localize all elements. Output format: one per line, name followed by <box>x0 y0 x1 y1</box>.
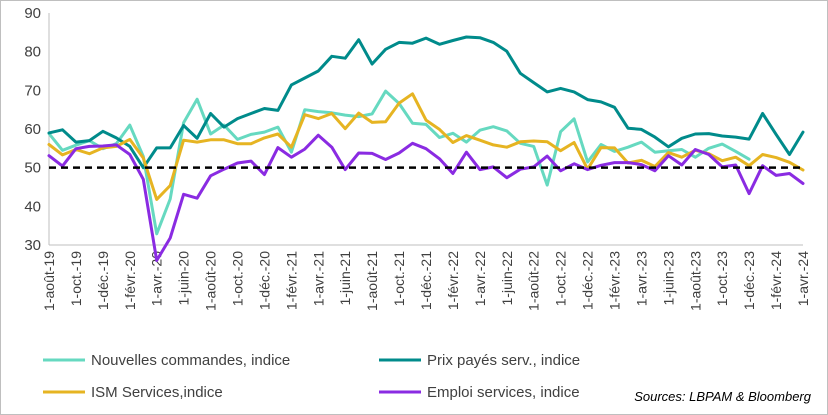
series-line-1 <box>47 35 805 170</box>
x-tick-label: 1-déc.-23 <box>741 251 757 310</box>
y-tick-label: 40 <box>24 198 41 215</box>
source-note: Sources: LBPAM & Bloomberg <box>634 389 812 404</box>
x-tick-label: 1-juin-23 <box>660 251 676 306</box>
y-tick-label: 90 <box>24 5 41 22</box>
series-line-3 <box>47 133 805 262</box>
x-tick-label: 1-févr.-22 <box>445 251 461 310</box>
x-tick-label: 1-avr.-24 <box>795 251 811 306</box>
x-tick-label: 1-févr.-21 <box>283 251 299 310</box>
x-tick-label: 1-avr.-21 <box>310 251 326 306</box>
x-tick-label: 1-août-19 <box>41 251 57 311</box>
legend-label-2: ISM Services,indice <box>91 384 223 401</box>
legend-label-3: Emploi services, indice <box>427 384 580 401</box>
x-tick-label: 1-avr.-20 <box>149 251 165 306</box>
y-tick-label: 80 <box>24 44 41 61</box>
x-tick-label: 1-août-20 <box>203 251 219 311</box>
x-tick-label: 1-oct.-21 <box>391 251 407 306</box>
x-tick-label: 1-févr.-20 <box>122 251 138 310</box>
x-tick-label: 1-août-23 <box>687 251 703 311</box>
x-tick-label: 1-déc.-20 <box>256 251 272 310</box>
x-tick-label: 1-déc.-21 <box>418 251 434 310</box>
x-tick-label: 1-févr.-24 <box>768 251 784 310</box>
legend-label-1: Prix payés serv., indice <box>427 352 580 369</box>
x-tick-label: 1-juin-20 <box>176 251 192 306</box>
x-tick-label: 1-déc.-19 <box>95 251 111 310</box>
legend-label-0: Nouvelles commandes, indice <box>91 352 290 369</box>
x-tick-label: 1-déc.-22 <box>580 251 596 310</box>
y-tick-label: 60 <box>24 121 41 138</box>
x-tick-label: 1-oct.-23 <box>714 251 730 306</box>
x-tick-label: 1-juin-21 <box>337 251 353 306</box>
x-tick-label: 1-févr.-23 <box>607 251 623 310</box>
y-tick-label: 30 <box>24 237 41 254</box>
x-tick-label: 1-avr.-22 <box>472 251 488 306</box>
x-tick-label: 1-oct.-20 <box>230 251 246 306</box>
x-tick-label: 1-août-21 <box>364 251 380 311</box>
y-tick-label: 70 <box>24 82 41 99</box>
series-line-2 <box>47 92 805 201</box>
x-tick-label: 1-juin-22 <box>499 251 515 306</box>
x-tick-label: 1-oct.-22 <box>553 251 569 306</box>
x-tick-label: 1-oct.-19 <box>68 251 84 306</box>
x-tick-label: 1-août-22 <box>526 251 542 311</box>
y-tick-label: 50 <box>24 160 41 177</box>
x-tick-label: 1-avr.-23 <box>633 251 649 306</box>
